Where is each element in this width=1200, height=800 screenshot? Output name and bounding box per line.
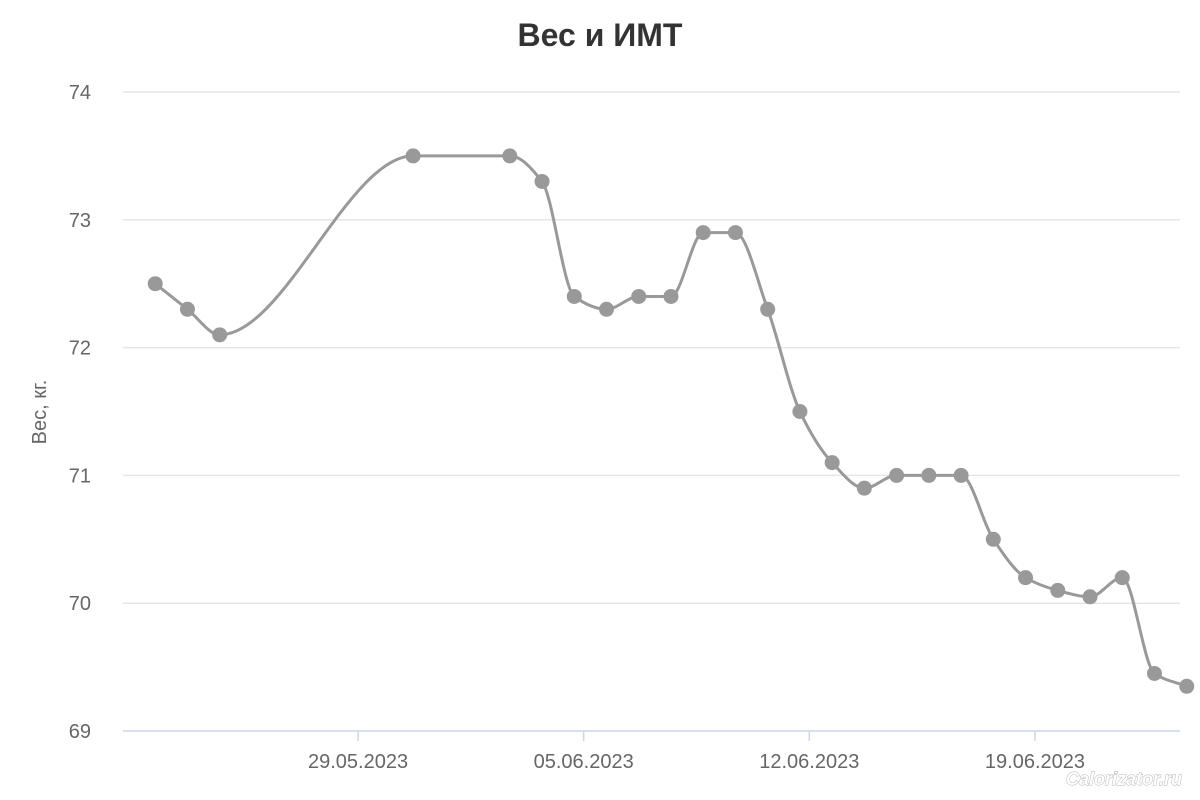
data-point[interactable] bbox=[599, 301, 615, 317]
data-point[interactable] bbox=[405, 148, 421, 164]
data-point[interactable] bbox=[179, 301, 195, 317]
data-point[interactable] bbox=[1082, 589, 1098, 605]
data-point[interactable] bbox=[953, 467, 969, 483]
data-point[interactable] bbox=[1018, 570, 1034, 586]
data-point[interactable] bbox=[631, 288, 647, 304]
watermark: Calorizator.ru bbox=[1066, 769, 1182, 789]
data-point[interactable] bbox=[1050, 582, 1066, 598]
data-point[interactable] bbox=[663, 288, 679, 304]
data-point[interactable] bbox=[889, 467, 905, 483]
y-axis-ticks: 69 70 71 72 73 74 bbox=[69, 82, 91, 743]
data-point[interactable] bbox=[921, 467, 937, 483]
y-tick-label: 73 bbox=[69, 210, 91, 232]
data-point[interactable] bbox=[147, 276, 163, 292]
data-point[interactable] bbox=[1114, 570, 1130, 586]
grid-lines bbox=[123, 91, 1180, 732]
x-tick-label: 29.05.2023 bbox=[308, 751, 408, 773]
series-line bbox=[154, 154, 1188, 688]
x-tick-label: 05.06.2023 bbox=[534, 751, 634, 773]
chart-title: Вес и ИМТ bbox=[518, 17, 683, 53]
y-axis-label: Вес, кг. bbox=[29, 380, 51, 445]
data-point[interactable] bbox=[856, 480, 872, 496]
x-tick-label: 19.06.2023 bbox=[985, 751, 1085, 773]
data-point[interactable] bbox=[695, 225, 711, 241]
y-tick-label: 70 bbox=[69, 593, 91, 615]
y-tick-label: 71 bbox=[69, 465, 91, 487]
y-tick-label: 69 bbox=[69, 721, 91, 743]
data-point[interactable] bbox=[534, 173, 550, 189]
data-point[interactable] bbox=[1146, 665, 1162, 681]
x-axis: 29.05.2023 05.06.2023 12.06.2023 19.06.2023… bbox=[308, 731, 1085, 773]
data-point[interactable] bbox=[566, 288, 582, 304]
data-point[interactable] bbox=[727, 225, 743, 241]
data-point[interactable] bbox=[760, 301, 776, 317]
data-point[interactable] bbox=[792, 404, 808, 419]
x-tick-label: 12.06.2023 bbox=[759, 751, 859, 773]
data-point[interactable] bbox=[1179, 678, 1195, 694]
data-point[interactable] bbox=[212, 327, 228, 343]
data-point[interactable] bbox=[985, 531, 1001, 547]
y-tick-label: 72 bbox=[69, 338, 91, 360]
data-point[interactable] bbox=[824, 455, 840, 471]
data-point[interactable] bbox=[502, 148, 518, 164]
data-points bbox=[147, 148, 1195, 694]
y-tick-label: 74 bbox=[69, 82, 91, 104]
